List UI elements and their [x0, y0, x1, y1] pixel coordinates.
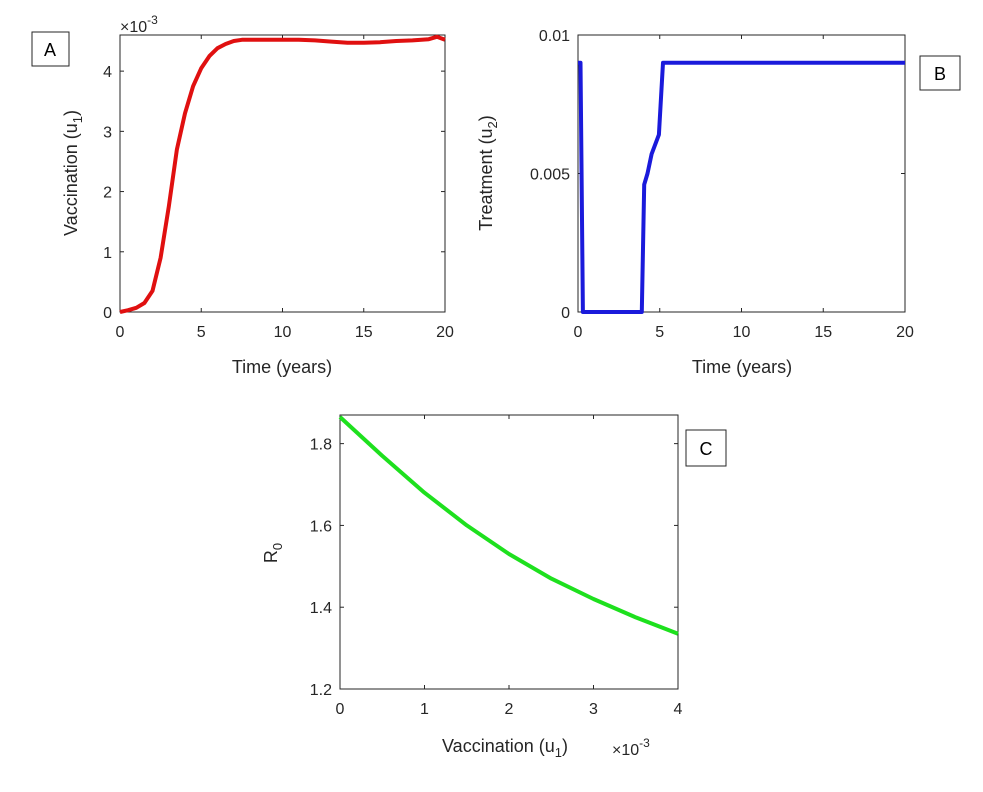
panel-c-multiplier: ×10-3	[612, 736, 650, 759]
panel-a-x-tick-label: 10	[274, 324, 292, 341]
panel-b-y-ticks: 0 0.005 0.01	[530, 28, 905, 322]
panel-c-x-axis-label: Vaccination (u1)	[442, 736, 568, 760]
panel-b-label-box	[919, 55, 961, 91]
panel-a-y-tick-label: 2	[103, 185, 112, 202]
panel-c-x-tick-label: 4	[674, 701, 683, 718]
panel-b-y-tick-label: 0	[561, 305, 570, 322]
panel-b-label: B	[934, 64, 946, 84]
panel-c-label-box	[685, 429, 727, 467]
panel-c-label: C	[700, 439, 713, 459]
panel-b-y-tick-label: 0.005	[530, 167, 570, 184]
panel-c-x-ticks: 0 1 2 3 4	[336, 415, 683, 718]
panel-a-y-tick-label: 3	[103, 124, 112, 141]
panel-a-x-tick-label: 5	[197, 324, 206, 341]
panel-b-x-ticks: 0 5 10 15 20	[574, 35, 914, 341]
panel-c-y-axis-label: R0	[261, 543, 285, 563]
panel-a-label-box	[31, 31, 70, 67]
panel-c-chart: 0 1 2 3 4 1.2 1.4 1.6 1.8 Vaccination (u1) ×10-…	[261, 414, 727, 760]
panel-b-x-tick-label: 20	[896, 324, 914, 341]
panel-a-x-tick-label: 20	[436, 324, 454, 341]
panel-b-x-tick-label: 0	[574, 324, 583, 341]
panel-b-x-axis-label: Time (years)	[692, 357, 792, 377]
panel-b-treatment-line	[578, 60, 905, 314]
panel-b-chart: 0 5 10 15 20 0 0.005 0.01 Time (years) Treatme…	[476, 28, 961, 377]
panel-a-y-tick-label: 0	[103, 305, 112, 322]
panel-c-r0-curve	[338, 415, 679, 636]
panel-a-vaccination-line	[119, 34, 446, 314]
panel-c-y-tick-label: 1.8	[310, 437, 332, 454]
panel-b-x-tick-label: 10	[733, 324, 751, 341]
panel-a-x-axis-label: Time (years)	[232, 357, 332, 377]
panel-b-y-axis-label: Treatment (u2)	[476, 115, 500, 231]
panel-a-chart: 0 5 10 15 20 0 1 2 3 4 ×10-3 Time (years) Vaccin…	[31, 13, 454, 377]
panel-c-x-tick-label: 3	[589, 701, 598, 718]
panel-a-x-tick-label: 0	[116, 324, 125, 341]
panel-c-y-tick-label: 1.6	[310, 518, 332, 535]
panel-a-x-tick-label: 15	[355, 324, 373, 341]
panel-a-multiplier: ×10-3	[120, 13, 158, 36]
panel-c-y-ticks: 1.2 1.4 1.6 1.8	[310, 437, 678, 699]
panel-b-x-tick-label: 15	[814, 324, 832, 341]
panel-c-y-tick-label: 1.2	[310, 682, 332, 699]
panel-a-label: A	[44, 40, 56, 60]
panel-c-x-tick-label: 1	[420, 701, 429, 718]
panel-a-y-ticks: 0 1 2 3 4	[103, 64, 445, 322]
panel-c-x-tick-label: 2	[505, 701, 514, 718]
panel-a-x-ticks: 0 5 10 15 20	[116, 35, 454, 341]
panel-a-y-tick-label: 4	[103, 64, 112, 81]
panel-c-y-tick-label: 1.4	[310, 600, 332, 617]
panel-b-y-tick-label: 0.01	[539, 28, 570, 45]
panel-a-y-axis-label: Vaccination (u1)	[61, 110, 85, 236]
panel-b-x-tick-label: 5	[655, 324, 664, 341]
panel-a-y-tick-label: 1	[103, 245, 112, 262]
panel-c-x-tick-label: 0	[336, 701, 345, 718]
